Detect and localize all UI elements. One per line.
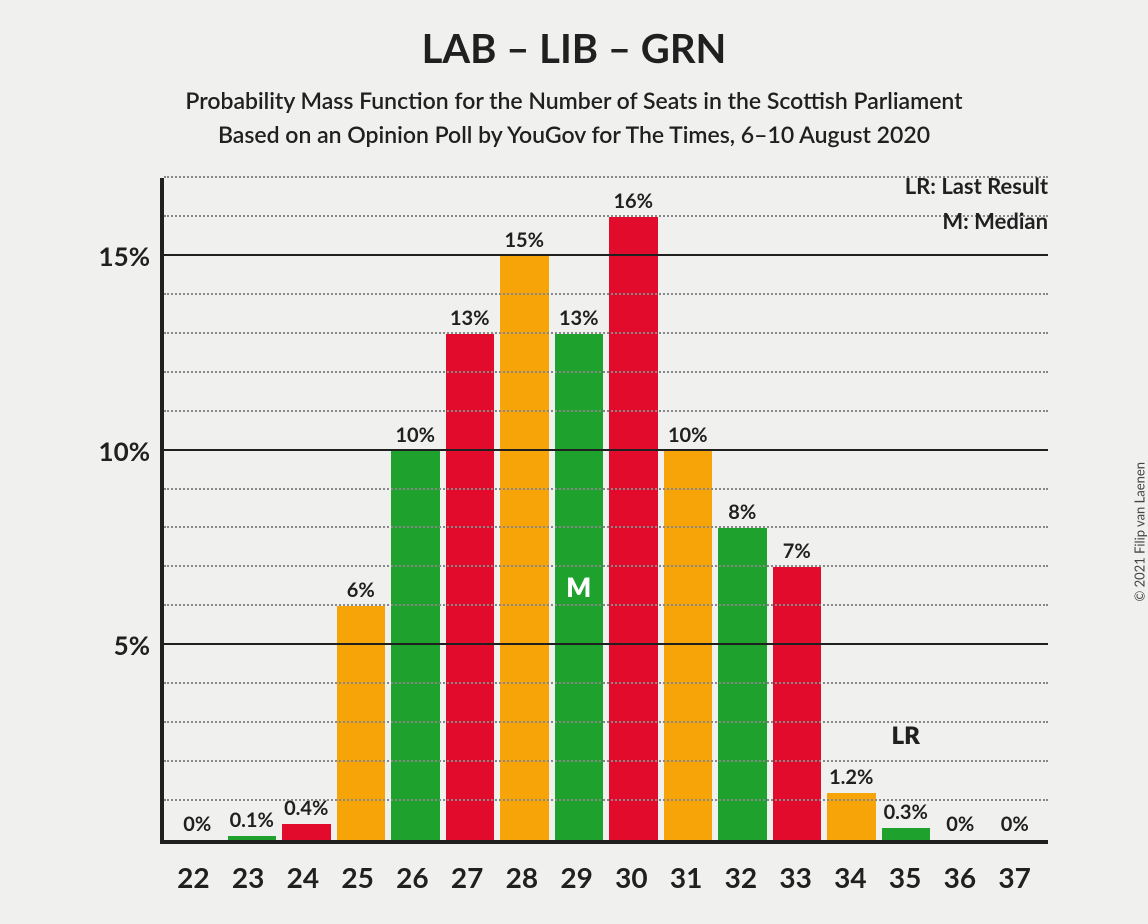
bar: 0.4% bbox=[282, 824, 331, 840]
bar-value-label: 0.3% bbox=[884, 800, 928, 824]
x-tick-label: 35 bbox=[878, 844, 933, 904]
legend-lr: LR: Last Result bbox=[905, 168, 1048, 203]
x-tick-label: 24 bbox=[276, 844, 331, 904]
x-tick-label: 36 bbox=[933, 844, 988, 904]
last-result-marker: LR bbox=[892, 721, 920, 750]
y-tick-label: 10% bbox=[99, 435, 164, 467]
grid-minor-line bbox=[164, 565, 1048, 567]
x-tick-label: 33 bbox=[768, 844, 823, 904]
grid-minor-line bbox=[164, 410, 1048, 412]
copyright-text: © 2021 Filip van Laenen bbox=[1132, 462, 1148, 602]
bar-value-label: 16% bbox=[613, 189, 653, 213]
bar-slot: 8% bbox=[715, 178, 770, 840]
chart-container: LAB – LIB – GRN Probability Mass Functio… bbox=[0, 0, 1148, 924]
x-tick-label: 37 bbox=[987, 844, 1042, 904]
bar-value-label: 0.1% bbox=[230, 808, 274, 832]
bar-value-label: 10% bbox=[395, 423, 435, 447]
bar-value-label: 7% bbox=[783, 539, 811, 563]
bar-value-label: 0% bbox=[183, 812, 211, 836]
x-axis: 22232425262728293031323334353637 bbox=[160, 844, 1048, 904]
legend: LR: Last Result M: Median bbox=[905, 168, 1048, 238]
x-tick-label: 28 bbox=[495, 844, 550, 904]
bar-slot: 13% M bbox=[552, 178, 607, 840]
chart-subtitle-2: Based on an Opinion Poll by YouGov for T… bbox=[60, 120, 1088, 148]
legend-m: M: Median bbox=[905, 203, 1048, 238]
bar-slot: 0.4% bbox=[279, 178, 334, 840]
grid-minor-line bbox=[164, 293, 1048, 295]
bar: 10% bbox=[664, 451, 713, 840]
bar-value-label: 1.2% bbox=[829, 765, 873, 789]
x-tick-label: 25 bbox=[330, 844, 385, 904]
x-tick-label: 31 bbox=[659, 844, 714, 904]
x-tick-label: 30 bbox=[604, 844, 659, 904]
bar-slot: 0% bbox=[170, 178, 225, 840]
grid-minor-line bbox=[164, 488, 1048, 490]
grid-major-line: 10% bbox=[164, 449, 1048, 451]
bar-slot: 16% bbox=[606, 178, 661, 840]
bar-slot: 15% bbox=[497, 178, 552, 840]
x-tick-label: 26 bbox=[385, 844, 440, 904]
bars-container: 0% 0.1% 0.4% 6% 10% 13% 15% 13% M 16% 10% 8% 7% 1.2% 0… bbox=[164, 178, 1048, 840]
bar-value-label: 13% bbox=[559, 306, 599, 330]
grid-minor-line bbox=[164, 604, 1048, 606]
x-tick-label: 34 bbox=[823, 844, 878, 904]
bar: 15% bbox=[500, 256, 549, 840]
bar-value-label: 0% bbox=[1001, 812, 1029, 836]
bar: 0.1% bbox=[228, 836, 277, 840]
bar-slot: 0.1% bbox=[225, 178, 280, 840]
grid-major-line: 15% bbox=[164, 254, 1048, 256]
grid-minor-line bbox=[164, 682, 1048, 684]
grid-minor-line bbox=[164, 799, 1048, 801]
bar-slot: 0% bbox=[988, 178, 1043, 840]
x-tick-label: 32 bbox=[714, 844, 769, 904]
x-tick-label: 27 bbox=[440, 844, 495, 904]
grid-minor-line bbox=[164, 332, 1048, 334]
grid-minor-line bbox=[164, 721, 1048, 723]
median-marker: M bbox=[566, 571, 591, 603]
chart-subtitle-1: Probability Mass Function for the Number… bbox=[60, 86, 1088, 114]
axes: 0% 0.1% 0.4% 6% 10% 13% 15% 13% M 16% 10% 8% 7% 1.2% 0… bbox=[160, 178, 1048, 844]
bar-slot: 7% bbox=[770, 178, 825, 840]
bar-slot: 10% bbox=[661, 178, 716, 840]
bar-slot: 13% bbox=[443, 178, 498, 840]
x-tick-label: 29 bbox=[549, 844, 604, 904]
bar-value-label: 0% bbox=[946, 812, 974, 836]
bar-slot: 6% bbox=[334, 178, 389, 840]
bar: 10% bbox=[391, 451, 440, 840]
bar-slot: 0% bbox=[933, 178, 988, 840]
bar-slot: 10% bbox=[388, 178, 443, 840]
y-tick-label: 15% bbox=[99, 240, 164, 272]
bar-value-label: 10% bbox=[668, 423, 708, 447]
x-tick-label: 23 bbox=[221, 844, 276, 904]
bar-value-label: 15% bbox=[504, 228, 544, 252]
bar-slot: 1.2% bbox=[824, 178, 879, 840]
bar-value-label: 13% bbox=[450, 306, 490, 330]
bar-value-label: 8% bbox=[728, 500, 756, 524]
chart-title: LAB – LIB – GRN bbox=[60, 24, 1088, 72]
x-tick-label: 22 bbox=[166, 844, 221, 904]
plot-area: LR: Last Result M: Median 0% 0.1% 0.4% 6% 10… bbox=[100, 168, 1048, 904]
grid-minor-line bbox=[164, 371, 1048, 373]
bar-value-label: 6% bbox=[347, 578, 375, 602]
grid-major-line: 5% bbox=[164, 643, 1048, 645]
grid-minor-line bbox=[164, 526, 1048, 528]
y-tick-label: 5% bbox=[114, 629, 164, 661]
bar: 0.3% bbox=[882, 828, 931, 840]
grid-minor-line bbox=[164, 760, 1048, 762]
